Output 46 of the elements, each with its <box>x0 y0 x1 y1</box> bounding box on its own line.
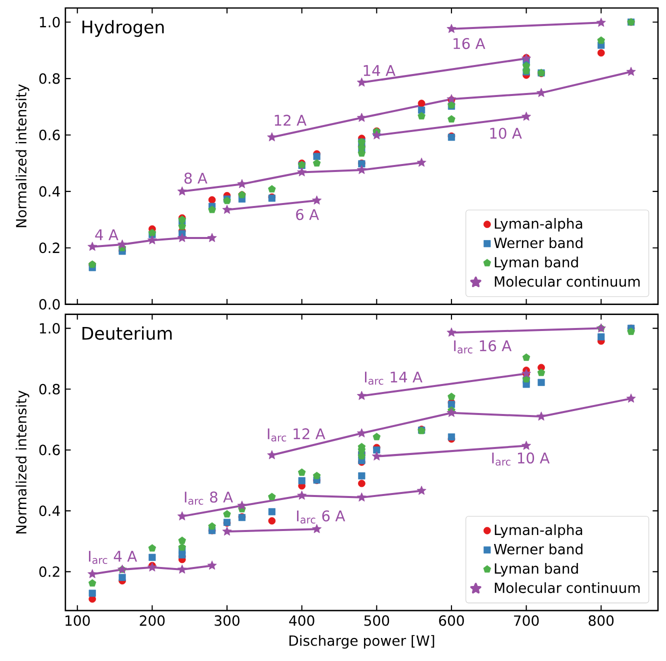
y-tick-label: 1.0 <box>40 16 60 28</box>
annotation: I$_{arc}$ 16 A <box>454 340 512 354</box>
y-tick-label: 0.2 <box>39 242 60 254</box>
annotation: 14 A <box>364 65 396 76</box>
legend-label: Lyman band <box>494 563 578 577</box>
annotation: I$_{arc}$ 10 A <box>492 452 550 466</box>
y-tick-label: 0.4 <box>39 506 60 516</box>
annotation: 8 A <box>184 172 208 184</box>
x-tick-label: 200 <box>140 615 165 626</box>
y-tick-label: 0.6 <box>39 444 60 456</box>
annotation: 12 A <box>274 114 306 126</box>
x-tick-label: 500 <box>364 615 390 626</box>
annotation: I$_{arc}$ 12 A <box>268 428 326 442</box>
annotation: 16 A <box>454 38 486 50</box>
legend-label: Molecular continuum <box>494 276 640 287</box>
text: Hydrogen <box>82 20 164 38</box>
y-tick-label: 0.6 <box>39 130 60 140</box>
annotation: 10 A <box>490 128 522 139</box>
y-axis-title: Normalized intensity <box>16 390 30 534</box>
annotation: I$_{arc}$ 8 A <box>184 492 233 505</box>
legend-label: Lyman-alpha <box>494 218 582 232</box>
legend-label: Werner band <box>494 544 582 555</box>
y-axis-title: Normalized intensity <box>16 84 30 228</box>
x-tick-label: 800 <box>588 615 614 626</box>
annotation: I$_{arc}$ 6 A <box>297 510 346 524</box>
text: Deuterium <box>82 326 172 340</box>
annotation: I$_{arc}$ 4 A <box>88 551 138 564</box>
annotation: 4 A <box>95 230 118 240</box>
legend-label: Molecular continuum <box>494 582 640 594</box>
y-tick-label: 0.2 <box>39 566 60 578</box>
legend-label: Lyman-alpha <box>494 524 582 538</box>
x-axis-title: Discharge power [W] <box>289 635 434 649</box>
x-tick-label: 400 <box>289 615 314 626</box>
y-tick-label: 0.0 <box>39 299 60 310</box>
y-tick-label: 1.0 <box>40 323 60 334</box>
x-tick-label: 100 <box>66 615 90 626</box>
y-tick-label: 0.8 <box>39 73 60 84</box>
x-tick-label: 600 <box>439 615 464 626</box>
annotation: 6 A <box>296 209 319 220</box>
y-tick-label: 0.8 <box>39 384 60 395</box>
x-tick-label: 300 <box>214 615 240 626</box>
legend-label: Lyman band <box>494 256 578 270</box>
y-tick-label: 0.4 <box>39 186 60 197</box>
legend-label: Werner band <box>494 238 582 248</box>
x-tick-label: 700 <box>514 615 539 626</box>
annotation: I$_{arc}$ 14 A <box>365 372 422 385</box>
